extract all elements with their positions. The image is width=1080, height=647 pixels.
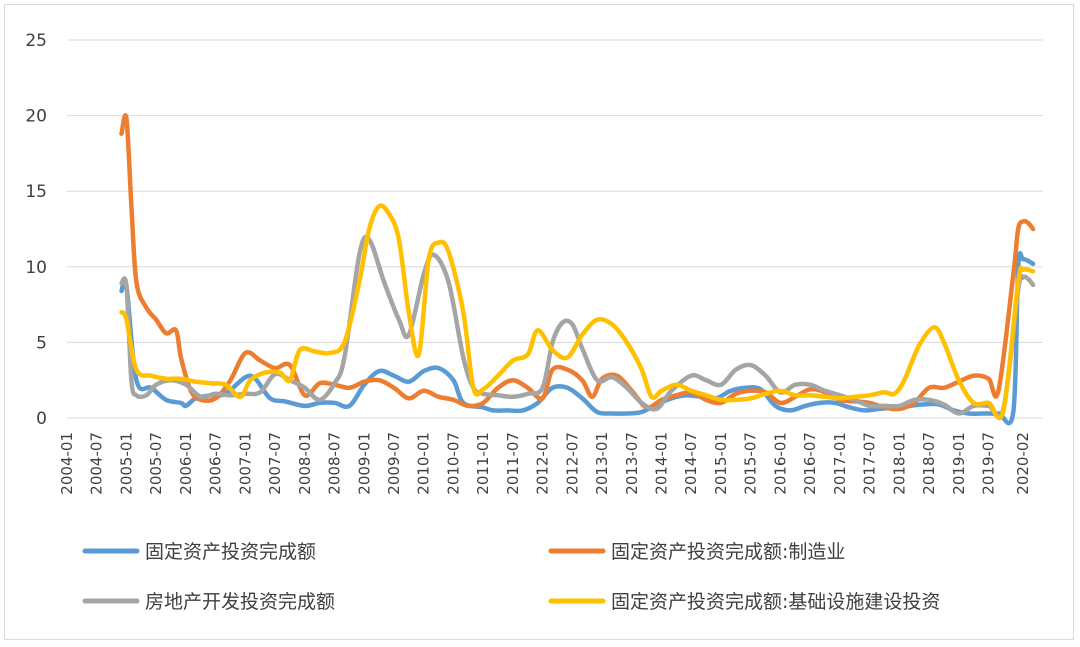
x-tick-label: 2007-07 [266,432,284,495]
legend-label: 固定资产投资完成额 [145,541,316,563]
legend-label: 固定资产投资完成额:制造业 [611,541,845,563]
x-tick-label: 2006-07 [207,432,225,495]
x-tick-label: 2018-07 [920,432,938,495]
x-axis-ticks: 2004-01 2004-07 2005-01 2005-07 2006-01 2006-… [58,432,1032,495]
x-tick-label: 2007-01 [236,432,254,495]
x-tick-label: 2014-07 [682,432,700,495]
x-tick-label: 2009-01 [355,432,373,495]
x-tick-label: 2016-01 [771,432,789,495]
x-tick-label: 2009-07 [385,432,403,495]
x-tick-label: 2017-07 [861,432,879,495]
x-tick-label: 2011-07 [504,432,522,495]
y-tick-label: 25 [25,31,47,51]
x-tick-label: 2019-01 [950,432,968,495]
gridlines [67,39,1043,419]
x-tick-label: 2019-07 [980,432,998,495]
x-tick-label: 2004-07 [88,432,106,495]
legend-label: 房地产开发投资完成额 [145,591,335,613]
x-tick-label: 2010-01 [415,432,433,495]
x-tick-label: 2014-01 [653,432,671,495]
x-tick-label: 2008-01 [296,432,314,495]
series-line-1 [119,113,1036,412]
x-tick-label: 2008-07 [326,432,344,495]
y-tick-label: 5 [36,333,47,353]
series-line-3 [119,203,1036,421]
series-line-2 [119,234,1036,419]
x-tick-label: 2015-07 [742,432,760,495]
x-tick-label: 2011-01 [474,432,492,495]
x-tick-label: 2015-01 [712,432,730,495]
x-tick-label: 2020-02 [1014,432,1032,495]
legend-label: 固定资产投资完成额:基础设施建设投资 [611,591,940,613]
y-tick-label: 0 [36,409,47,429]
y-axis-ticks: 0 5 10 15 20 25 [25,31,47,429]
chart-frame: 0 5 10 15 20 25 2004-01 2004-07 2005-01 2005-07 2… [4,4,1074,640]
y-tick-label: 20 [25,107,47,127]
y-tick-label: 15 [25,182,47,202]
series-lines [119,113,1036,426]
x-tick-label: 2005-01 [117,432,135,495]
x-tick-label: 2010-07 [444,432,462,495]
x-tick-label: 2012-07 [563,432,581,495]
x-tick-label: 2016-07 [801,432,819,495]
x-tick-label: 2017-01 [831,432,849,495]
x-tick-label: 2005-07 [147,432,165,495]
x-tick-label: 2018-01 [890,432,908,495]
x-tick-label: 2013-01 [593,432,611,495]
x-tick-label: 2013-07 [623,432,641,495]
x-tick-label: 2006-01 [177,432,195,495]
x-tick-label: 2012-01 [534,432,552,495]
x-tick-label: 2004-01 [58,432,76,495]
y-tick-label: 10 [25,258,47,278]
